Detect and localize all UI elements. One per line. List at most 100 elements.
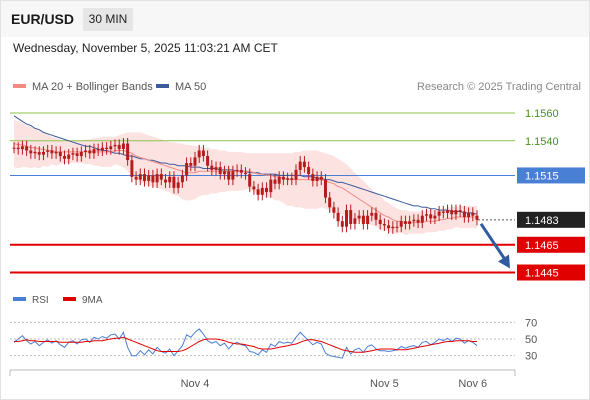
- candle: [252, 180, 256, 195]
- candle: [475, 210, 479, 226]
- x-tick-label-0: Nov 4: [181, 378, 210, 390]
- candle-body: [366, 215, 370, 224]
- candle: [63, 150, 66, 165]
- candle: [151, 169, 155, 188]
- instrument-label: EUR/USD: [11, 11, 75, 27]
- forecast-arrow-shaft: [479, 222, 507, 261]
- candle: [378, 214, 382, 230]
- rsi-tick-1: 50: [525, 334, 537, 346]
- candle: [189, 157, 193, 172]
- candle: [311, 168, 315, 187]
- forecast-arrow-head: [498, 254, 510, 269]
- candle: [164, 174, 167, 188]
- candle-body: [265, 187, 268, 193]
- rsi-tick-0: 70: [525, 317, 537, 329]
- candle-body: [462, 211, 466, 217]
- candle: [147, 169, 151, 187]
- candle: [71, 147, 75, 161]
- candle-body: [399, 221, 403, 227]
- candle-body: [159, 174, 163, 180]
- candle-body: [471, 212, 475, 216]
- candle-body: [374, 212, 378, 220]
- candle-body: [172, 176, 176, 188]
- candle: [332, 201, 336, 219]
- candle-body: [298, 161, 302, 170]
- candle: [315, 171, 319, 187]
- candle-body: [88, 150, 92, 154]
- candle: [437, 205, 441, 222]
- candle-body: [353, 218, 357, 224]
- candle-body: [315, 176, 319, 181]
- rsi-ma-legend-label: 9MA: [82, 295, 103, 306]
- candle: [210, 160, 214, 176]
- candle: [201, 144, 205, 162]
- candle-body: [63, 156, 66, 159]
- candle-body: [71, 153, 75, 155]
- header-bar: EUR/USD 30 MIN: [1, 1, 589, 37]
- candle: [269, 174, 273, 198]
- candle-body: [84, 150, 87, 152]
- candle-body: [223, 171, 226, 175]
- candle-body: [12, 147, 16, 149]
- candle-body: [54, 151, 58, 154]
- candle: [138, 168, 142, 186]
- candle-body: [370, 212, 374, 216]
- candle: [239, 164, 243, 179]
- candle: [260, 182, 264, 201]
- candle: [206, 150, 210, 172]
- candle: [277, 171, 281, 190]
- candle-body: [391, 226, 395, 229]
- candle-body: [37, 151, 41, 155]
- candle: [88, 144, 92, 159]
- candle: [387, 219, 391, 234]
- research-credit: Research © 2025 Trading Central: [417, 81, 581, 93]
- candle: [273, 174, 277, 190]
- candle: [79, 146, 83, 162]
- candle: [399, 215, 403, 233]
- candle-body: [387, 225, 391, 229]
- candle: [113, 139, 117, 152]
- candle: [298, 156, 302, 176]
- candle-body: [50, 150, 54, 154]
- candle: [75, 147, 79, 162]
- candle-body: [382, 224, 386, 226]
- timeframe-badge[interactable]: 30 MIN: [83, 8, 133, 31]
- candle: [429, 208, 433, 224]
- candle: [420, 210, 424, 229]
- candle: [340, 215, 344, 233]
- candle: [433, 210, 437, 224]
- candle-body: [180, 175, 184, 183]
- x-tick-label-2: Nov 6: [458, 378, 487, 390]
- candle: [412, 214, 416, 227]
- candle-body: [231, 171, 235, 180]
- candle-body: [307, 167, 311, 174]
- candle: [458, 204, 462, 218]
- candle: [172, 171, 176, 194]
- candle-body: [138, 174, 142, 180]
- candle-body: [336, 212, 340, 222]
- candle: [265, 182, 268, 198]
- candle: [12, 142, 16, 154]
- level-tag-4: [517, 236, 585, 253]
- candle-body: [134, 176, 138, 180]
- candle-body: [58, 151, 62, 157]
- candle: [33, 146, 37, 159]
- candle: [454, 204, 458, 220]
- candle: [20, 140, 24, 155]
- candle: [256, 183, 260, 201]
- candle: [223, 165, 226, 180]
- candle: [361, 210, 365, 230]
- candle: [450, 204, 454, 220]
- level-label-3: 1.1483: [525, 215, 559, 227]
- candle-body: [210, 165, 214, 170]
- candle-body: [277, 176, 281, 184]
- candle: [441, 205, 445, 219]
- candle-body: [197, 150, 201, 158]
- candle-body: [16, 147, 20, 150]
- x-tick-label-1: Nov 5: [370, 378, 399, 390]
- candle-body: [273, 179, 277, 184]
- candle-body: [357, 215, 361, 219]
- candle-body: [256, 189, 260, 195]
- candle-body: [420, 215, 424, 223]
- candle-body: [109, 146, 113, 150]
